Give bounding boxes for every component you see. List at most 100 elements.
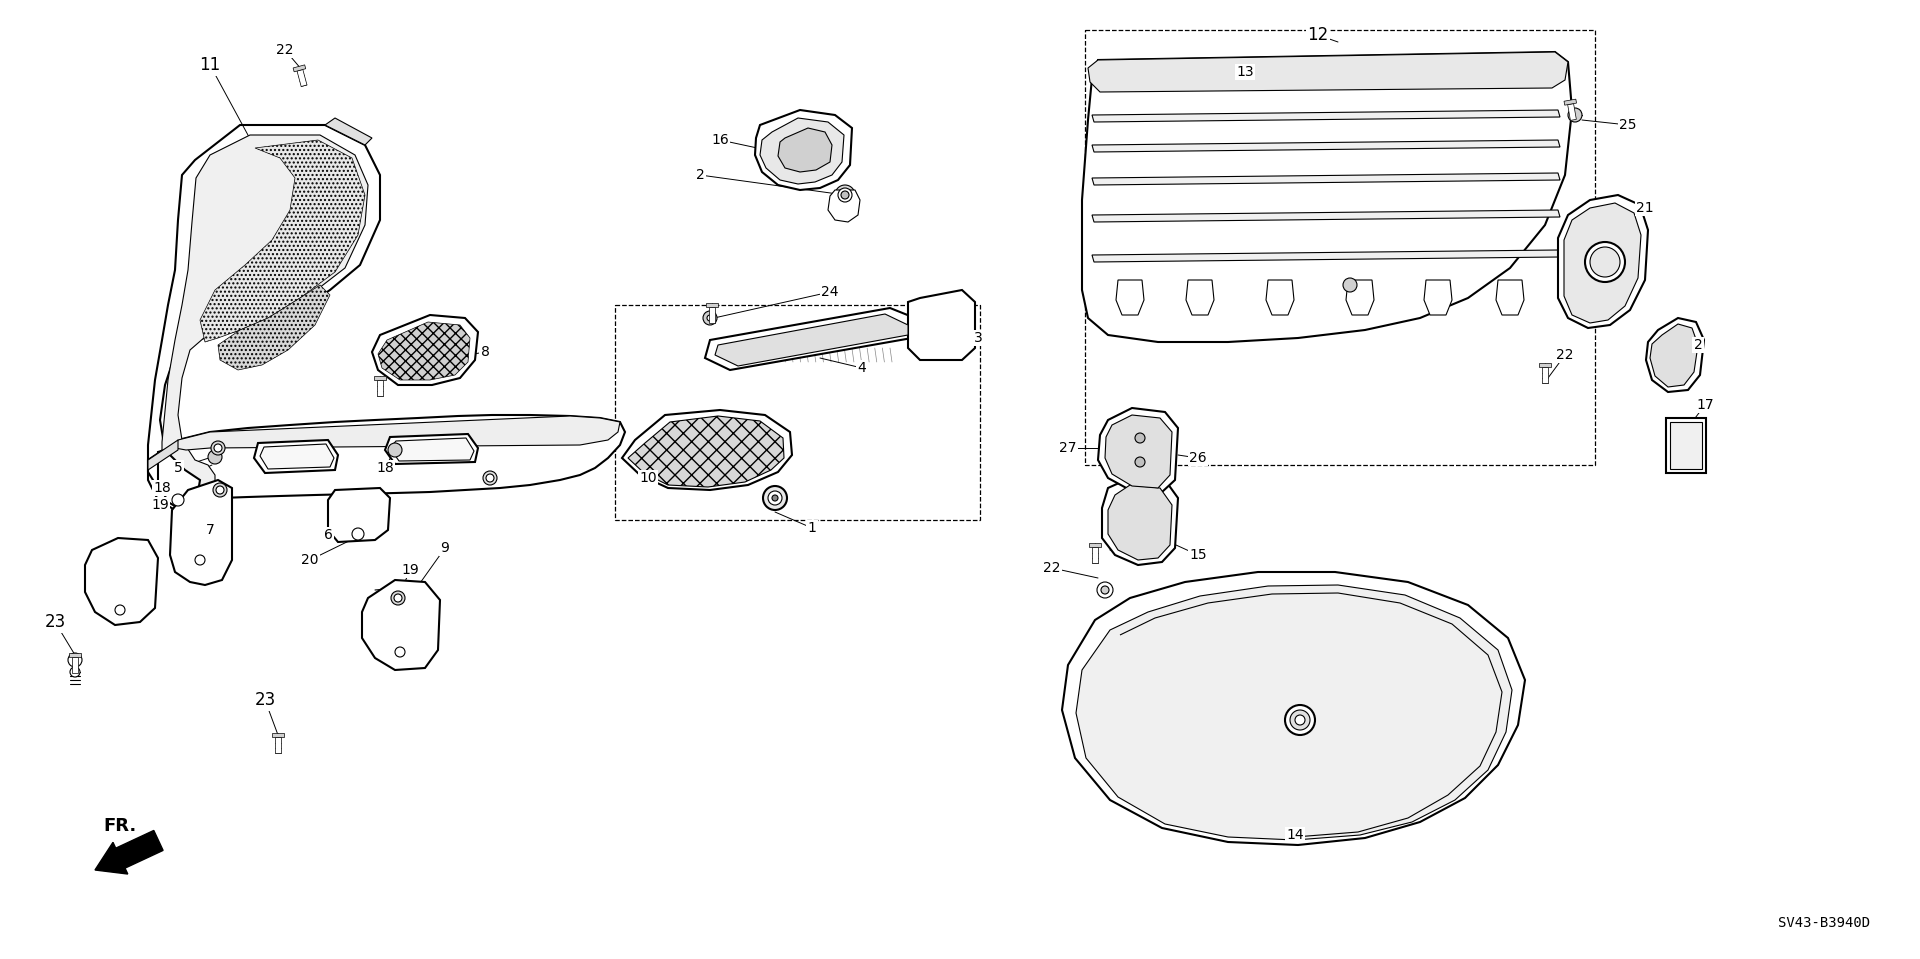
Circle shape <box>835 185 854 205</box>
Polygon shape <box>386 434 478 464</box>
Text: 3: 3 <box>973 331 983 345</box>
Polygon shape <box>390 438 474 461</box>
Polygon shape <box>372 315 478 385</box>
Circle shape <box>762 486 787 510</box>
Polygon shape <box>705 308 916 370</box>
Text: 9: 9 <box>440 541 449 555</box>
Polygon shape <box>200 140 365 342</box>
Polygon shape <box>219 285 330 370</box>
Polygon shape <box>298 69 307 86</box>
Polygon shape <box>1089 52 1569 92</box>
Text: 27: 27 <box>1060 441 1077 455</box>
Text: 1: 1 <box>808 521 816 535</box>
Polygon shape <box>1565 99 1576 105</box>
Circle shape <box>1586 242 1624 282</box>
Polygon shape <box>324 118 372 145</box>
Polygon shape <box>1075 585 1513 840</box>
Polygon shape <box>1092 250 1559 262</box>
Circle shape <box>215 486 225 494</box>
Polygon shape <box>1425 280 1452 315</box>
Polygon shape <box>363 580 440 670</box>
Polygon shape <box>1092 210 1559 222</box>
Polygon shape <box>778 128 831 172</box>
Text: 24: 24 <box>822 285 839 299</box>
Bar <box>614 305 979 520</box>
Circle shape <box>837 188 852 202</box>
Polygon shape <box>1557 195 1647 328</box>
Circle shape <box>772 495 778 501</box>
Circle shape <box>213 444 223 452</box>
Circle shape <box>196 555 205 565</box>
Polygon shape <box>275 737 280 753</box>
Text: 8: 8 <box>480 345 490 359</box>
Polygon shape <box>69 653 81 657</box>
Circle shape <box>1135 457 1144 467</box>
Polygon shape <box>1092 110 1559 122</box>
Text: 22: 22 <box>1557 348 1574 362</box>
Polygon shape <box>1346 280 1375 315</box>
Polygon shape <box>157 450 200 512</box>
Text: 5: 5 <box>173 461 182 475</box>
Circle shape <box>396 647 405 657</box>
Polygon shape <box>755 110 852 190</box>
Text: 23: 23 <box>253 691 276 709</box>
Circle shape <box>173 494 184 506</box>
Polygon shape <box>148 440 179 470</box>
Text: 6: 6 <box>324 528 332 542</box>
Bar <box>1670 422 1701 469</box>
Polygon shape <box>1649 324 1697 387</box>
Text: 23: 23 <box>44 613 65 631</box>
Polygon shape <box>1106 415 1171 488</box>
Circle shape <box>768 491 781 505</box>
Circle shape <box>1100 586 1110 594</box>
Polygon shape <box>171 480 232 585</box>
Polygon shape <box>1092 547 1098 563</box>
Text: 19: 19 <box>401 563 419 577</box>
Circle shape <box>213 483 227 497</box>
Circle shape <box>484 471 497 485</box>
Circle shape <box>1290 710 1309 730</box>
Circle shape <box>211 441 225 455</box>
Polygon shape <box>1540 363 1551 367</box>
Text: FR.: FR. <box>104 817 136 835</box>
Circle shape <box>1096 582 1114 598</box>
Polygon shape <box>378 322 470 380</box>
Circle shape <box>351 528 365 540</box>
Polygon shape <box>175 416 620 450</box>
Text: 19: 19 <box>152 498 169 512</box>
Text: 25: 25 <box>1619 118 1636 132</box>
Polygon shape <box>328 488 390 542</box>
Polygon shape <box>1098 408 1179 492</box>
Text: 22: 22 <box>1043 561 1060 575</box>
Text: 20: 20 <box>301 553 319 567</box>
Polygon shape <box>84 538 157 625</box>
Polygon shape <box>1102 478 1179 565</box>
Text: 22: 22 <box>276 43 294 57</box>
Text: SV43-B3940D: SV43-B3940D <box>1778 916 1870 930</box>
Text: 13: 13 <box>1236 65 1254 79</box>
Circle shape <box>67 653 83 667</box>
Polygon shape <box>253 440 338 473</box>
Text: 2: 2 <box>1693 338 1703 352</box>
Bar <box>1667 418 1707 473</box>
Circle shape <box>392 591 405 605</box>
Text: 21: 21 <box>1636 201 1653 215</box>
Polygon shape <box>628 416 783 487</box>
Text: 15: 15 <box>1188 548 1208 562</box>
Text: 17: 17 <box>1695 398 1715 412</box>
Circle shape <box>1342 278 1357 292</box>
Polygon shape <box>714 314 908 366</box>
Text: 26: 26 <box>1188 451 1208 465</box>
Circle shape <box>69 667 81 677</box>
Polygon shape <box>73 657 79 673</box>
Circle shape <box>707 315 712 321</box>
Polygon shape <box>161 135 369 502</box>
Polygon shape <box>1083 52 1572 342</box>
Polygon shape <box>1645 318 1705 392</box>
Circle shape <box>486 474 493 482</box>
Polygon shape <box>760 118 845 184</box>
Polygon shape <box>148 125 380 510</box>
Polygon shape <box>1062 572 1524 845</box>
Circle shape <box>1135 433 1144 443</box>
Text: 18: 18 <box>154 481 171 495</box>
